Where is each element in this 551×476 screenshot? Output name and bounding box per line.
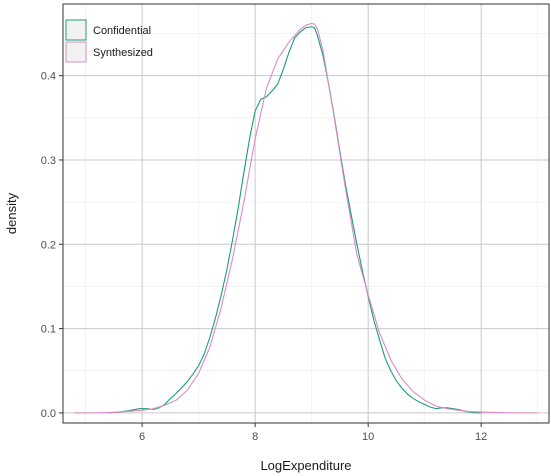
- x-tick-label: 10: [362, 431, 374, 443]
- x-tick-label: 8: [252, 431, 258, 443]
- panel-border: [62, 3, 550, 424]
- x-tick-label: 6: [139, 431, 145, 443]
- y-tick-label: 0.1: [41, 324, 56, 336]
- y-tick-label: 0.3: [41, 155, 56, 167]
- legend-key-synthesized: [65, 41, 87, 63]
- grid-layer: [63, 4, 549, 423]
- series-line-confidential: [108, 26, 482, 414]
- x-axis-title: LogExpenditure: [260, 458, 351, 473]
- series-line-synthesized: [74, 22, 538, 414]
- y-axis-title: density: [4, 192, 19, 234]
- legend-label-confidential: Confidential: [93, 25, 151, 37]
- y-tick-label: 0.4: [41, 71, 56, 83]
- legend: Confidential Synthesized: [65, 19, 153, 63]
- axis-layer: 6 8 10 12 0.0 0.1 0.2 0.3 0.4: [41, 3, 550, 443]
- series-layer: [74, 22, 538, 414]
- legend-key-confidential: [65, 19, 87, 41]
- y-tick-label: 0.2: [41, 239, 56, 251]
- y-tick-label: 0.0: [41, 408, 56, 420]
- legend-label-synthesized: Synthesized: [93, 47, 153, 59]
- x-tick-label: 12: [475, 431, 487, 443]
